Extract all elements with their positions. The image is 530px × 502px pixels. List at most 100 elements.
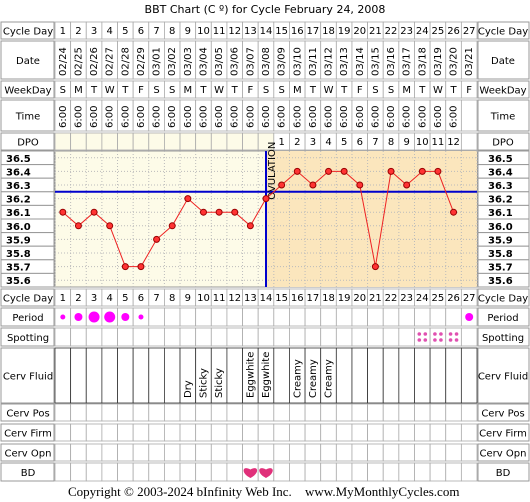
weekday: M: [74, 85, 83, 96]
cell: [70, 132, 87, 151]
cell: [148, 327, 165, 347]
cell: [429, 307, 447, 327]
cell: [304, 462, 322, 482]
time: 6:00: [449, 106, 460, 128]
dpo: 2: [294, 137, 300, 148]
cell: [273, 403, 290, 422]
y-tick-label: 36.5: [488, 154, 513, 165]
time: 6:00: [402, 106, 413, 128]
cerv-fluid: Creamy: [292, 359, 303, 398]
cell: [289, 462, 306, 482]
cycle-day: 11: [213, 26, 226, 37]
time: 6:00: [386, 106, 397, 128]
cell: [210, 307, 228, 327]
date: 03/19: [433, 47, 444, 76]
label-cell: [477, 80, 530, 99]
spotting-dot: [417, 332, 422, 336]
date: 03/10: [292, 47, 303, 76]
tick-cell: [0, 272, 55, 288]
cycle-day: 26: [447, 293, 460, 304]
row-label: Cerv Pos: [481, 409, 524, 420]
cycle-day: 13: [244, 26, 257, 37]
time: 6:00: [370, 106, 381, 128]
cell: [351, 347, 368, 404]
temp-point: [90, 208, 98, 216]
cell: [382, 462, 400, 482]
cycle-day: 23: [400, 26, 413, 37]
cycle-day: 6: [138, 26, 144, 37]
cell: [257, 307, 275, 327]
cell: [101, 347, 118, 404]
time: 6:00: [339, 106, 350, 128]
y-tick-label: 36.3: [6, 181, 31, 192]
cell: [226, 347, 243, 404]
cell: [179, 403, 197, 422]
cell: [398, 423, 415, 442]
cell: [226, 327, 243, 347]
cell: [132, 327, 150, 347]
label-cell: [477, 403, 530, 422]
cell: [164, 327, 181, 347]
temp-point: [199, 208, 207, 216]
cerv-fluid: Sticky: [198, 368, 209, 398]
cell: [304, 327, 322, 347]
cell: [85, 347, 103, 404]
cell: [179, 132, 197, 151]
temp-point: [293, 167, 301, 175]
time: 6:00: [105, 106, 116, 128]
cell: [414, 443, 431, 462]
label-cell: [0, 403, 55, 422]
cell: [414, 423, 431, 442]
spotting-dot: [423, 332, 428, 336]
cycle-day: 27: [463, 293, 476, 304]
cycle-day: 22: [385, 26, 398, 37]
cell: [460, 423, 478, 442]
spotting-dot: [417, 338, 422, 342]
cycle-day: 16: [291, 293, 304, 304]
date: 03/21: [464, 47, 475, 76]
cycle-day: 4: [107, 26, 113, 37]
row-label: Cycle Day: [3, 294, 53, 305]
cell: [351, 327, 368, 347]
row-label: Cerv Pos: [6, 409, 49, 420]
cycle-day: 14: [260, 293, 273, 304]
temp-point: [340, 167, 348, 175]
cell: [398, 443, 415, 462]
date: 02/25: [73, 47, 84, 76]
cycle-day: 10: [197, 293, 210, 304]
cerv-fluid: Eggwhite: [261, 352, 272, 398]
cell: [195, 327, 212, 347]
cell: [242, 327, 259, 347]
website: www.MyMonthlyCycles.com: [305, 484, 459, 499]
cell: [273, 327, 290, 347]
date: 03/16: [386, 47, 397, 76]
row-label: Cycle Day: [478, 27, 528, 38]
cerv-fluid: Eggwhite: [245, 352, 256, 398]
cell: [273, 462, 290, 482]
y-tick-label: 36.4: [6, 167, 31, 178]
temp-point: [215, 208, 223, 216]
label-cell: [0, 288, 55, 307]
cell: [132, 132, 150, 151]
weekday: T: [90, 85, 98, 96]
cell: [179, 443, 197, 462]
cell: [273, 307, 290, 327]
cell: [445, 327, 462, 347]
cell: [132, 403, 150, 422]
cell: [210, 443, 228, 462]
weekday: T: [450, 85, 458, 96]
time: 6:00: [417, 106, 428, 128]
cell: [85, 423, 103, 442]
cerv-fluid: Creamy: [308, 359, 319, 398]
temp-point: [403, 181, 411, 189]
time: 6:00: [214, 106, 225, 128]
cycle-day: 5: [122, 293, 128, 304]
cycle-day: 10: [197, 26, 210, 37]
time: 6:00: [152, 106, 163, 128]
time: 6:00: [433, 106, 444, 128]
cycle-day: 9: [185, 293, 191, 304]
y-tick-label: 36.5: [6, 154, 31, 165]
cycle-day: 5: [122, 26, 128, 37]
cell: [382, 347, 400, 404]
cell: [398, 327, 415, 347]
